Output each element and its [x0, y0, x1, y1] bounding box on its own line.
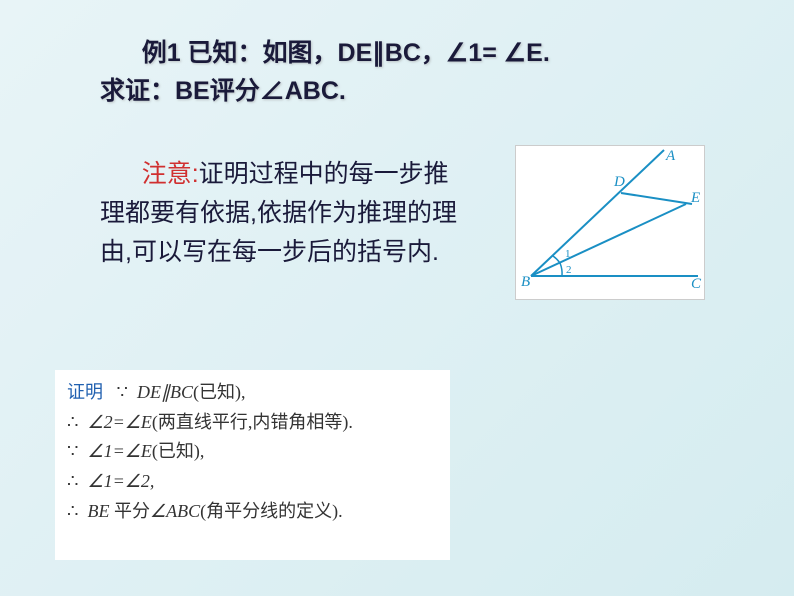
label-A: A — [665, 148, 676, 164]
line-BA — [531, 150, 664, 276]
angle-1-label: 1 — [565, 248, 571, 260]
label-E: E — [690, 190, 700, 206]
note-label: 注意: — [142, 160, 199, 188]
proof-l5-math: BE — [87, 501, 109, 521]
proof-l1-math: DE∥BC — [137, 382, 193, 402]
proof-l2-math: ∠2=∠E — [87, 412, 151, 432]
example-line2: 求证：BE评分∠ABC. — [100, 77, 346, 105]
proof-l2-reason: (两直线平行,内错角相等). — [152, 412, 353, 432]
proof-l4-pre: ∴ — [67, 471, 78, 491]
label-B: B — [521, 274, 530, 290]
proof-l1-pre: ∵ — [117, 382, 128, 402]
example-statement: 例1 已知：如图，DE∥BC，∠1= ∠E. 求证：BE评分∠ABC. — [100, 35, 700, 110]
proof-label: 证明 — [67, 382, 103, 402]
label-C: C — [691, 276, 702, 292]
line-BE — [531, 204, 686, 276]
proof-block: 证明 ∵ DE∥BC(已知), ∴ ∠2=∠E(两直线平行,内错角相等). ∵ … — [55, 370, 450, 560]
note-block: 注意:证明过程中的每一步推理都要有依据,依据作为推理的理由,可以写在每一步后的括… — [100, 155, 460, 271]
geometry-diagram: A B C D E 1 2 — [515, 145, 705, 300]
line-DE — [621, 193, 692, 204]
proof-l5-pre: ∴ — [67, 501, 78, 521]
angle-2-label: 2 — [566, 264, 572, 276]
proof-l4-math: ∠1=∠2, — [87, 471, 154, 491]
proof-l2-pre: ∴ — [67, 412, 78, 432]
proof-l3-reason: (已知), — [152, 441, 205, 461]
angle-arc-1 — [553, 256, 560, 263]
angle-arc-2 — [560, 263, 562, 276]
proof-l3-math: ∠1=∠E — [87, 441, 151, 461]
label-D: D — [613, 174, 625, 190]
proof-l1-reason: (已知), — [193, 382, 246, 402]
diagram-svg: A B C D E 1 2 — [516, 146, 706, 301]
proof-l5-math2: ∠ABC — [150, 501, 200, 521]
example-line1: 例1 已知：如图，DE∥BC，∠1= ∠E. — [142, 39, 550, 67]
proof-l5-reason: (角平分线的定义). — [200, 501, 343, 521]
proof-l3-pre: ∵ — [67, 441, 78, 461]
proof-l5-cn: 平分 — [114, 501, 150, 521]
